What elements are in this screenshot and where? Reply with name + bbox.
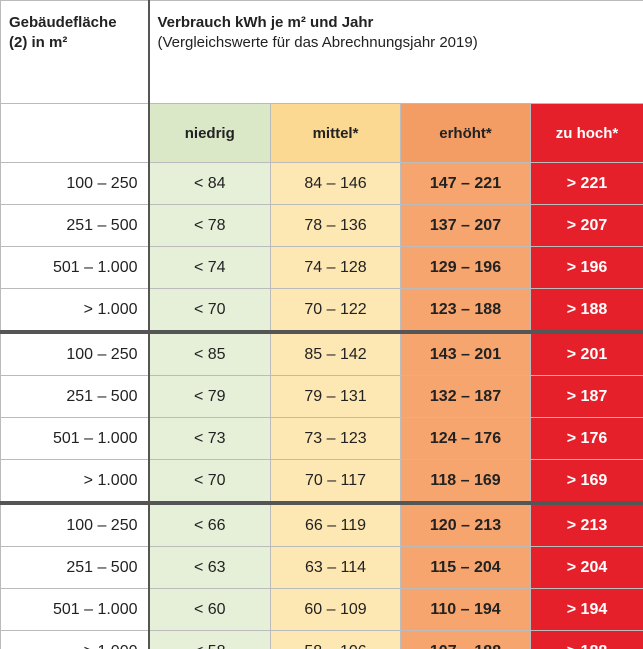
area-cell: > 1.000 — [0, 288, 150, 333]
value-cell: < 70 — [148, 459, 271, 504]
value-cell: 110 – 194 — [400, 588, 531, 631]
data-row: > 1.000 < 70 70 – 117 118 – 169 > 169 — [0, 459, 643, 504]
value-cell: 79 – 131 — [270, 375, 401, 418]
value-cell: < 85 — [148, 330, 271, 376]
value-cell: 70 – 117 — [270, 459, 401, 504]
value-cell: 124 – 176 — [400, 417, 531, 460]
value-cell: < 78 — [148, 204, 271, 247]
value-cell: 107 – 188 — [400, 630, 531, 649]
area-cell: 100 – 250 — [0, 330, 150, 376]
area-cell: > 1.000 — [0, 459, 150, 504]
value-cell: < 74 — [148, 246, 271, 289]
value-cell: 58 – 106 — [270, 630, 401, 649]
area-cell: 501 – 1.000 — [0, 246, 150, 289]
value-cell: < 70 — [148, 288, 271, 333]
column-header: erhöht* — [400, 103, 531, 163]
value-cell: > 196 — [530, 246, 643, 289]
value-cell: > 204 — [530, 546, 643, 589]
value-cell: > 207 — [530, 204, 643, 247]
area-line2: (2) in m² — [9, 34, 68, 51]
value-cell: < 73 — [148, 417, 271, 460]
title: Verbrauch kWh je m² und Jahr — [157, 14, 374, 31]
value-cell: 129 – 196 — [400, 246, 531, 289]
value-cell: 66 – 119 — [270, 501, 401, 547]
title-cell: Verbrauch kWh je m² und Jahr (Vergleichsw… — [148, 0, 643, 104]
value-cell: 137 – 207 — [400, 204, 531, 247]
data-row: 501 – 1.000 < 60 60 – 109 110 – 194 > 194 — [0, 588, 643, 631]
data-row: 251 – 500 < 63 63 – 114 115 – 204 > 204 — [0, 546, 643, 589]
area-cell: 100 – 250 — [0, 501, 150, 547]
value-cell: < 66 — [148, 501, 271, 547]
area-header: Gebäudefläche (2) in m² — [0, 0, 150, 104]
value-cell: < 60 — [148, 588, 271, 631]
subtitle: (Vergleichswerte für das Abrechnungsjahr… — [157, 34, 478, 51]
area-cell: > 1.000 — [0, 630, 150, 649]
data-row: 251 – 500 < 78 78 – 136 137 – 207 > 207 — [0, 204, 643, 247]
value-cell: > 187 — [530, 375, 643, 418]
value-cell: > 188 — [530, 288, 643, 333]
value-cell: > 194 — [530, 588, 643, 631]
header-row: Gebäudefläche (2) in m² Verbrauch kWh je … — [0, 0, 643, 104]
empty-cell — [0, 103, 150, 163]
value-cell: 78 – 136 — [270, 204, 401, 247]
value-cell: 63 – 114 — [270, 546, 401, 589]
column-header: niedrig — [148, 103, 271, 163]
value-cell: < 63 — [148, 546, 271, 589]
value-cell: 143 – 201 — [400, 330, 531, 376]
value-cell: 84 – 146 — [270, 162, 401, 205]
data-row: 251 – 500 < 79 79 – 131 132 – 187 > 187 — [0, 375, 643, 418]
value-cell: 123 – 188 — [400, 288, 531, 333]
value-cell: 132 – 187 — [400, 375, 531, 418]
value-cell: > 213 — [530, 501, 643, 547]
area-cell: 251 – 500 — [0, 375, 150, 418]
value-cell: 60 – 109 — [270, 588, 401, 631]
data-row: 100 – 250 < 85 85 – 142 143 – 201 > 201 — [0, 330, 643, 376]
data-row: 501 – 1.000 < 73 73 – 123 124 – 176 > 176 — [0, 417, 643, 460]
value-cell: > 169 — [530, 459, 643, 504]
column-header: mittel* — [270, 103, 401, 163]
data-row: > 1.000< 5858 – 106107 – 188> 188 — [0, 630, 643, 649]
value-cell: 115 – 204 — [400, 546, 531, 589]
area-cell: 501 – 1.000 — [0, 588, 150, 631]
area-cell: 251 – 500 — [0, 204, 150, 247]
value-cell: > 188 — [530, 630, 643, 649]
value-cell: 73 – 123 — [270, 417, 401, 460]
column-header: zu hoch* — [530, 103, 643, 163]
column-header-row: niedrig mittel* erhöht* zu hoch* — [0, 103, 643, 163]
value-cell: < 79 — [148, 375, 271, 418]
value-cell: 118 – 169 — [400, 459, 531, 504]
value-cell: > 201 — [530, 330, 643, 376]
value-cell: < 84 — [148, 162, 271, 205]
data-row: > 1.000 < 70 70 – 122 123 – 188 > 188 — [0, 288, 643, 333]
value-cell: > 176 — [530, 417, 643, 460]
value-cell: > 221 — [530, 162, 643, 205]
area-line1: Gebäudefläche — [9, 14, 117, 31]
value-cell: 85 – 142 — [270, 330, 401, 376]
area-cell: 501 – 1.000 — [0, 417, 150, 460]
value-cell: 120 – 213 — [400, 501, 531, 547]
value-cell: < 58 — [148, 630, 271, 649]
area-cell: 251 – 500 — [0, 546, 150, 589]
value-cell: 147 – 221 — [400, 162, 531, 205]
value-cell: 70 – 122 — [270, 288, 401, 333]
data-row: 100 – 250 < 66 66 – 119 120 – 213 > 213 — [0, 501, 643, 547]
data-row: 501 – 1.000 < 74 74 – 128 129 – 196 > 196 — [0, 246, 643, 289]
value-cell: 74 – 128 — [270, 246, 401, 289]
data-row: 100 – 250 < 84 84 – 146 147 – 221 > 221 — [0, 162, 643, 205]
area-cell: 100 – 250 — [0, 162, 150, 205]
